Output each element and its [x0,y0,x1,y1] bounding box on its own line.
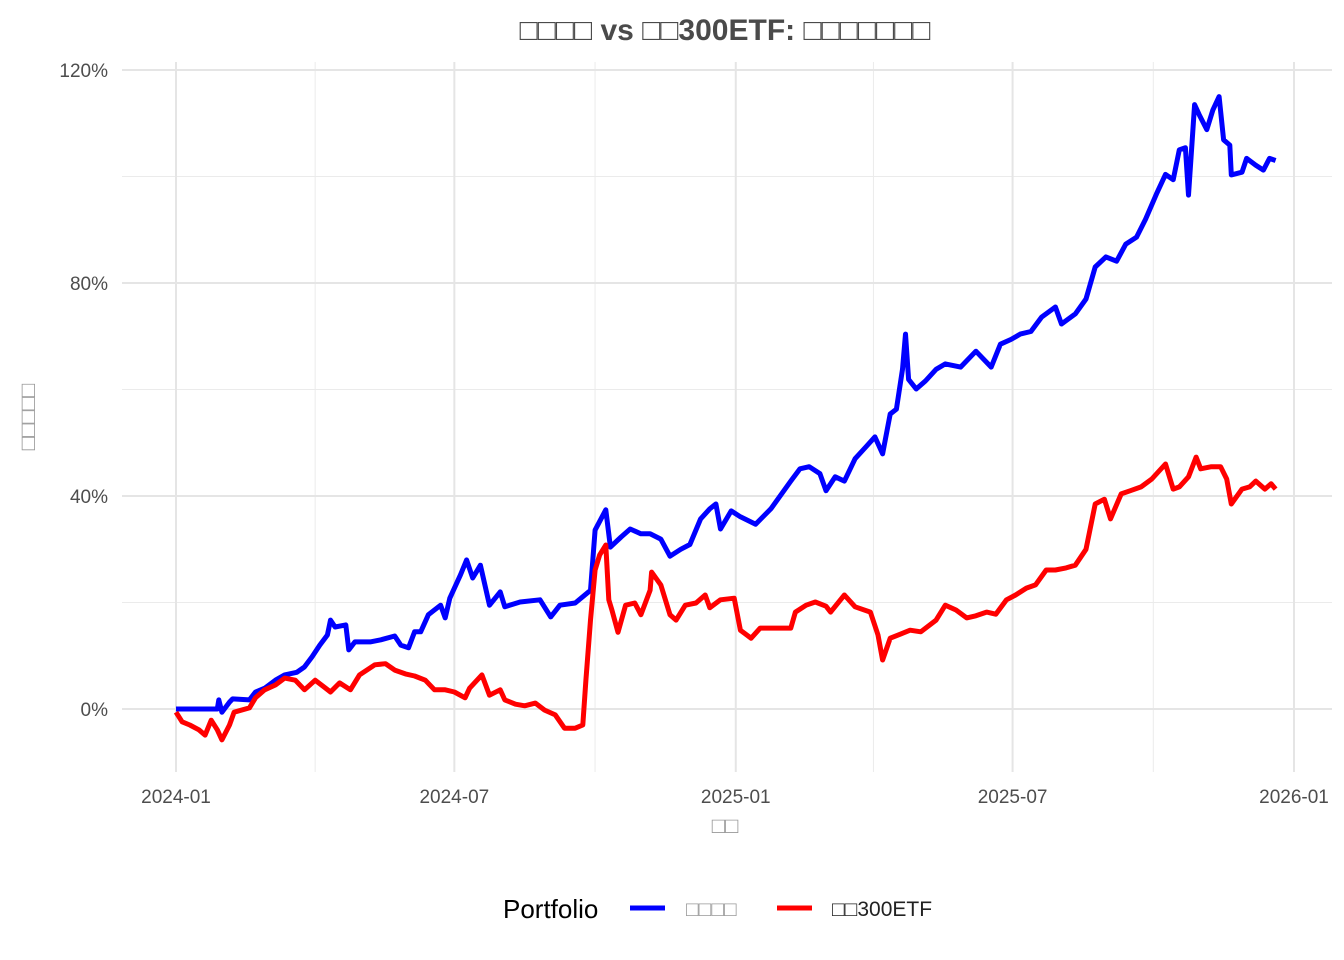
series-line-2 [173,454,1278,743]
x-tick-label: 2025-07 [978,787,1048,808]
x-axis-title: □□ [712,813,739,838]
x-tick-labels: 2024-01 2024-07 2025-01 2025-07 2026-01 [141,787,1329,808]
x-tick-label: 2024-01 [141,787,211,808]
legend: Portfolio □□□□ □□300ETF [503,894,932,924]
legend-label-series-2: □□300ETF [832,898,932,921]
y-tick-label: 120% [59,61,108,82]
x-tick-label: 2025-01 [701,787,771,808]
x-tick-label: 2026-01 [1259,787,1329,808]
series-lines [173,94,1278,743]
legend-label-series-1: □□□□ [686,898,737,921]
y-axis-title: □□□□□ [15,384,40,450]
legend-title: Portfolio [503,894,598,924]
y-tick-labels: 0% 40% 80% 120% [59,61,108,721]
y-tick-label: 80% [70,274,108,295]
x-tick-label: 2024-07 [419,787,489,808]
series-line-1 [176,94,1277,715]
grid [122,62,1332,772]
chart-title: □□□□ vs □□300ETF: □□□□□□□ [520,14,932,47]
y-tick-label: 0% [81,700,109,721]
y-tick-label: 40% [70,487,108,508]
